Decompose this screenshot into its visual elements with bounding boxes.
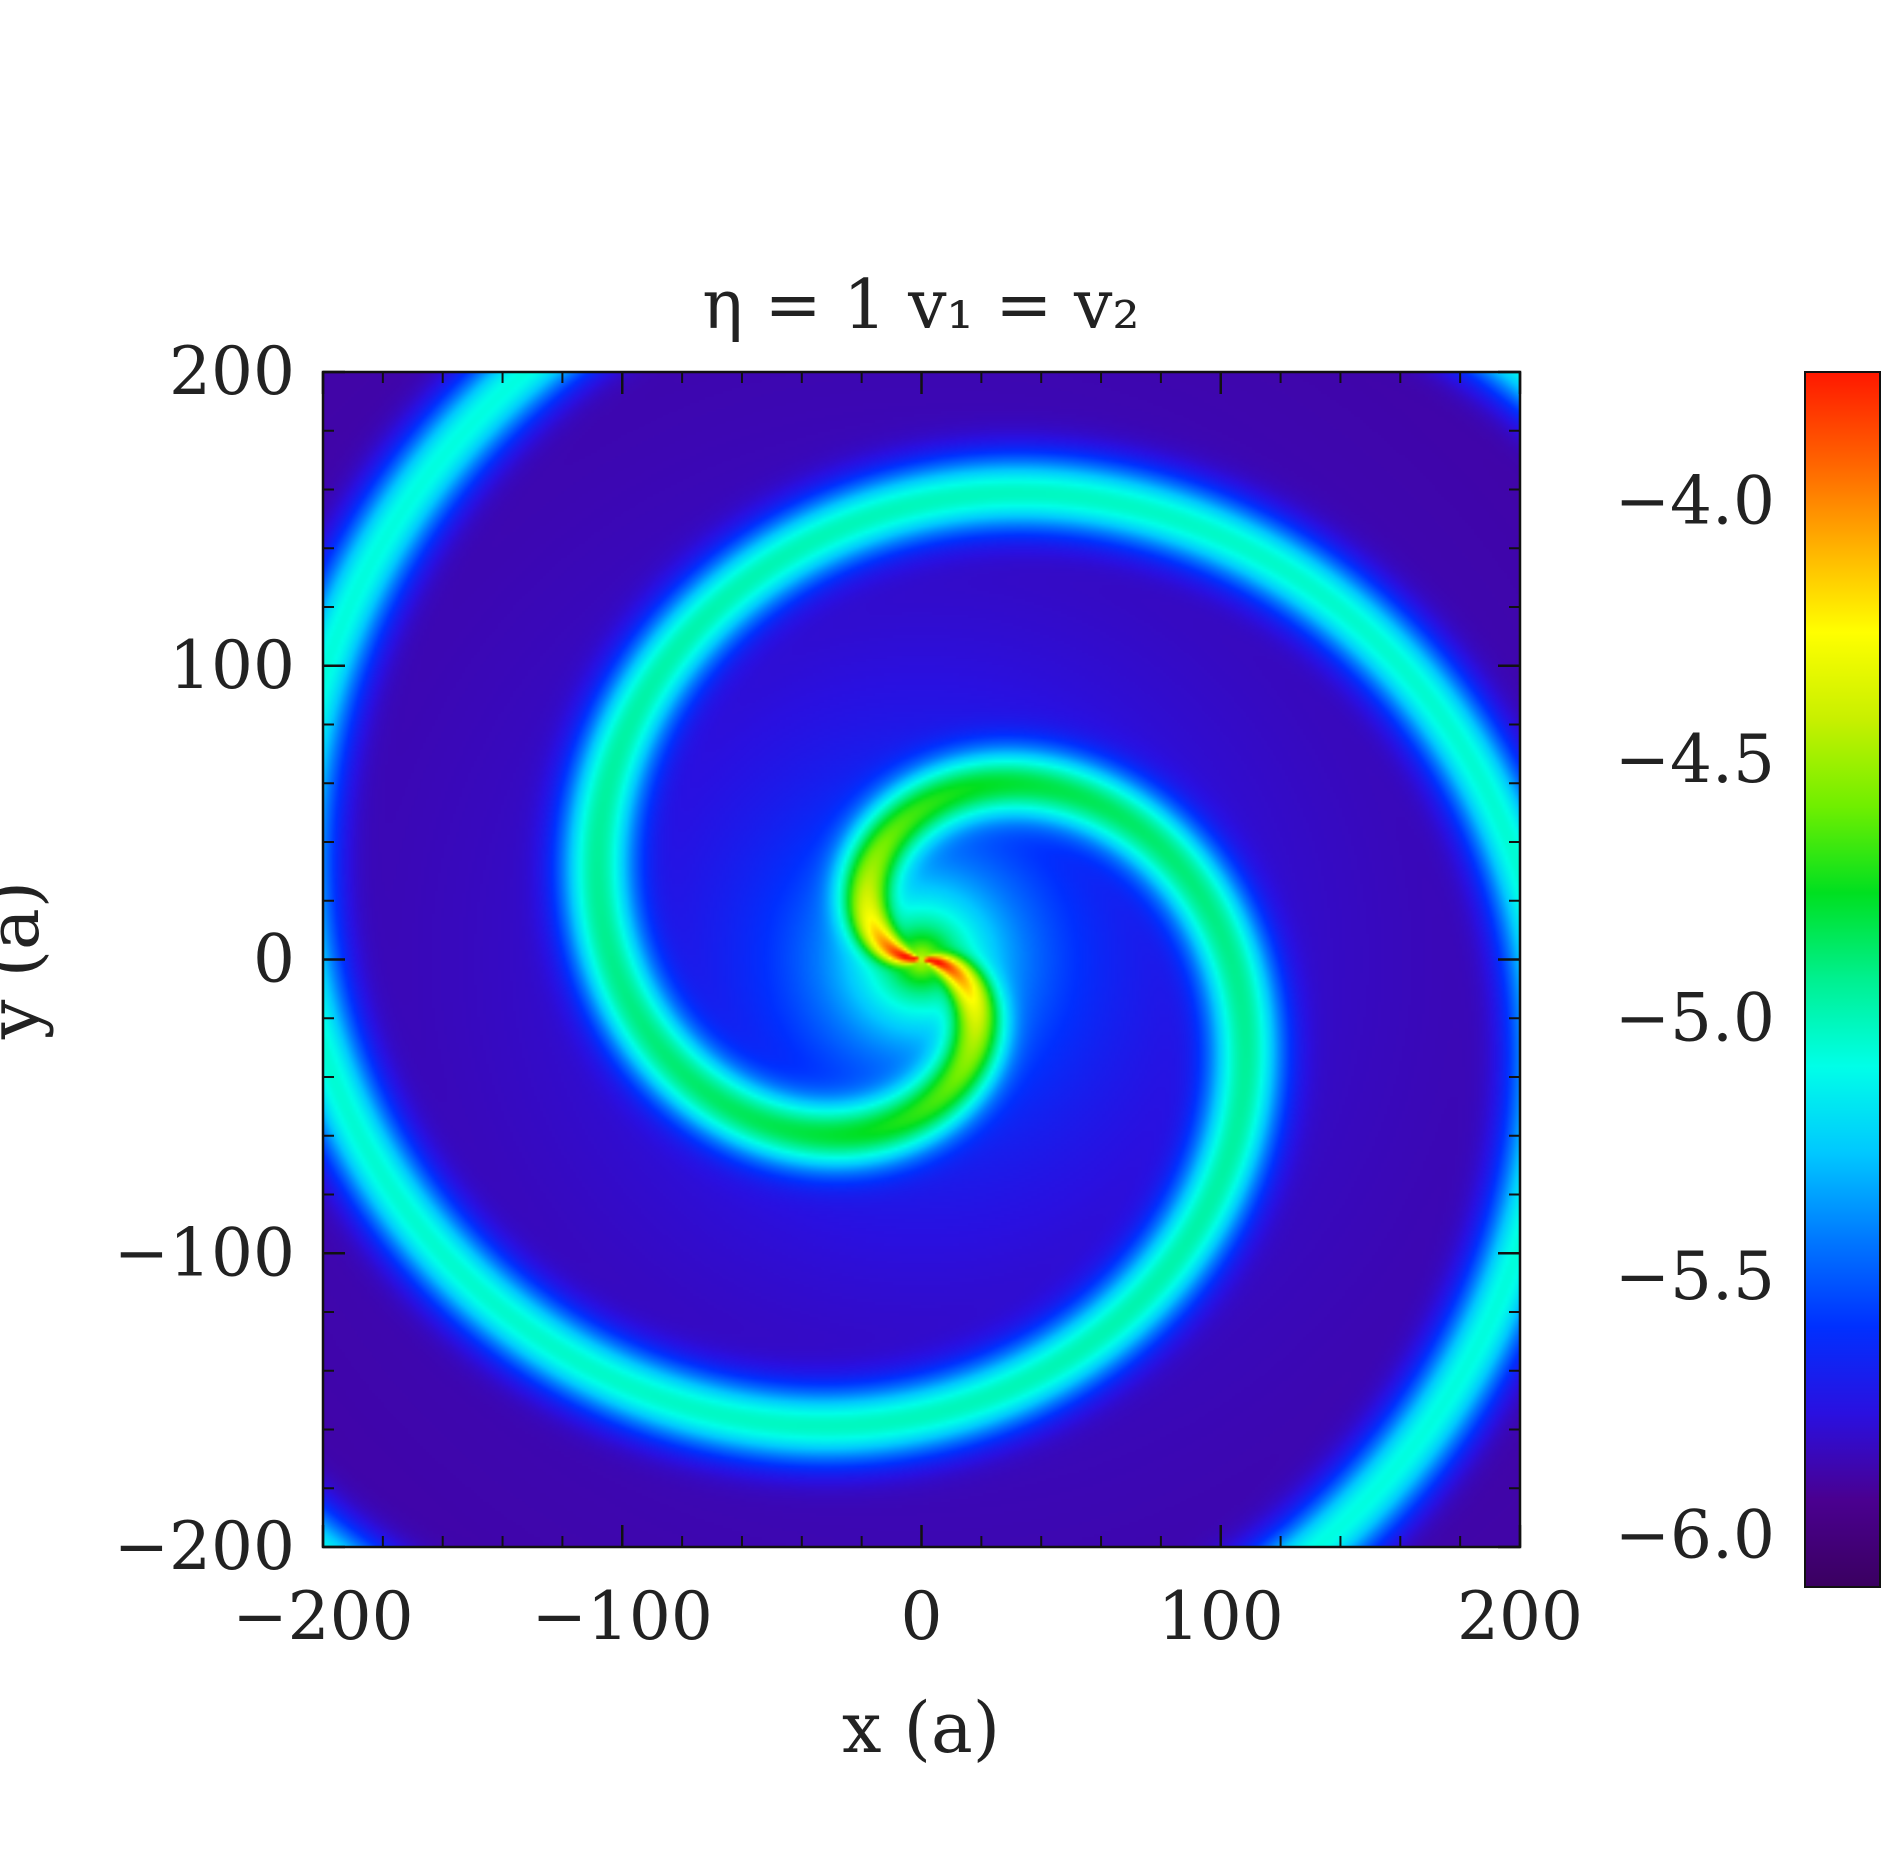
x-axis-label: x (a) <box>842 1687 1000 1769</box>
y-tick-label: 0 <box>253 921 295 998</box>
colorbar-tick-label: −4.0 <box>1615 462 1775 539</box>
chart-title: η = 1 v₁ = v₂ <box>702 266 1139 345</box>
y-tick-label: −100 <box>114 1214 295 1291</box>
y-tick-label: −200 <box>114 1508 295 1585</box>
colorbar <box>1804 371 1881 1588</box>
y-tick-label: 200 <box>169 333 295 410</box>
x-tick-label: −200 <box>232 1578 413 1655</box>
x-tick-label: 0 <box>901 1578 943 1655</box>
y-axis-ticks: 200 100 0 −100 −200 <box>114 333 1520 1585</box>
colorbar-tick-label: −6.0 <box>1615 1496 1775 1573</box>
colorbar-tick-label: −5.5 <box>1615 1238 1775 1315</box>
y-tick-label: 100 <box>169 627 295 704</box>
x-tick-label: 100 <box>1158 1578 1284 1655</box>
heatmap-area <box>323 372 1520 1547</box>
colorbar-tick-label: −4.5 <box>1615 721 1775 798</box>
y-axis-label: y (a) <box>0 881 55 1040</box>
x-axis-ticks: −200 −100 0 100 200 <box>232 372 1583 1655</box>
x-tick-label: 200 <box>1457 1578 1583 1655</box>
density-field-image <box>323 372 1520 1547</box>
x-tick-label: −100 <box>532 1578 713 1655</box>
colorbar-tick-label: −5.0 <box>1615 979 1775 1056</box>
colorbar-ticks: −4.0 −4.5 −5.0 −5.5 −6.0 <box>1615 462 1775 1573</box>
